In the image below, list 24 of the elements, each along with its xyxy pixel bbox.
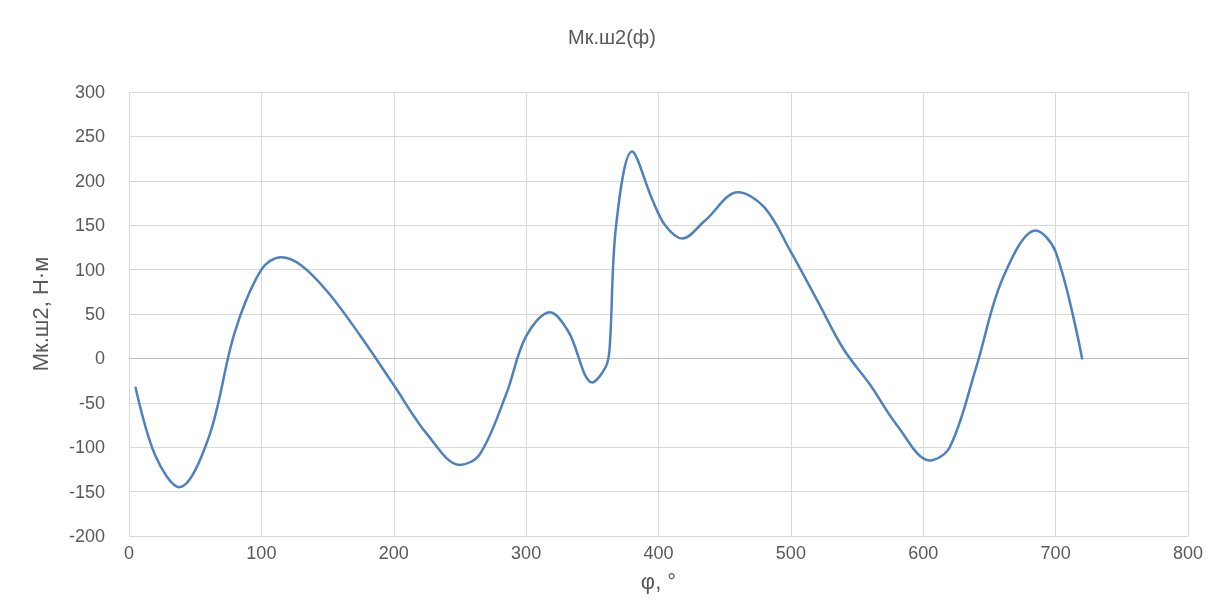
x-tick-label: 700 <box>1040 543 1071 563</box>
y-tick-label: 200 <box>74 170 105 191</box>
chart-title: Мк.ш2(ф) <box>568 26 656 48</box>
y-axis-title: Мк.ш2, Н·м <box>27 256 53 372</box>
line-series <box>134 150 1084 489</box>
y-tick-label: 150 <box>74 215 105 236</box>
x-tick-label: 800 <box>1172 543 1204 563</box>
y-tick-label: 100 <box>74 259 105 280</box>
x-tick-label: 100 <box>246 543 277 563</box>
y-tick-label: 50 <box>84 304 105 324</box>
x-axis-title: φ, ° <box>640 568 677 594</box>
y-tick-label: 300 <box>74 82 105 102</box>
x-tick-label: 0 <box>123 543 135 563</box>
x-tick-label: 300 <box>511 543 542 563</box>
y-tick-label: 0 <box>94 348 105 369</box>
x-tick-label: 400 <box>643 543 674 563</box>
y-tick-label: -150 <box>68 481 105 502</box>
y-tick-label: -50 <box>78 392 105 413</box>
y-tick-label: 250 <box>74 126 105 147</box>
x-tick-label: 600 <box>908 543 939 563</box>
y-tick-label: -200 <box>68 526 105 546</box>
x-tick-label: 200 <box>378 543 409 563</box>
x-tick-label: 500 <box>775 543 806 563</box>
y-tick-label: -100 <box>68 437 105 458</box>
